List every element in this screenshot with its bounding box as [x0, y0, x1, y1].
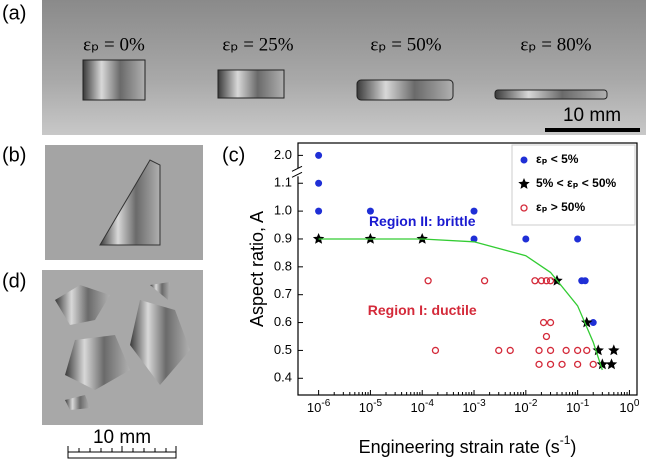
y-tick-label: 2.0	[274, 147, 292, 162]
open-point	[543, 333, 549, 339]
y-tick-label: 0.5	[274, 342, 292, 357]
y-tick-label: 0.7	[274, 286, 292, 301]
scale-bar	[545, 128, 640, 132]
panel-label: (a)	[2, 2, 26, 24]
page: (a) (b) (c) (d) εₚ = 0% εₚ = 25% εₚ = 50…	[0, 0, 646, 468]
open-point	[496, 347, 502, 353]
star-point	[606, 358, 617, 369]
open-point	[482, 278, 488, 284]
open-point	[507, 347, 513, 353]
x-axis-label: Engineering strain rate (s-1)	[359, 433, 577, 457]
open-point	[536, 361, 542, 367]
legend-marker	[521, 157, 528, 164]
x-tick-label: 10-4	[411, 398, 435, 416]
sample	[357, 80, 453, 100]
ruler	[68, 452, 176, 458]
open-point	[536, 347, 542, 353]
open-point	[548, 361, 554, 367]
point	[471, 208, 478, 215]
open-point	[575, 361, 581, 367]
open-point	[563, 347, 569, 353]
y-tick-label: 0.4	[274, 370, 292, 385]
open-point	[532, 278, 538, 284]
x-tick-label: 10-3	[462, 398, 486, 416]
x-tick-label: 10-2	[514, 398, 538, 416]
scale-bar-label: 10 mm	[563, 105, 621, 126]
panel-label: (c)	[222, 144, 245, 166]
open-point	[432, 347, 438, 353]
open-point	[575, 347, 581, 353]
open-point	[584, 347, 590, 353]
annotation: Region II: brittle	[369, 213, 476, 229]
strain-label: εₚ = 50%	[370, 34, 441, 55]
y-tick-label: 0.9	[274, 230, 292, 245]
y-tick-label: 0.6	[274, 314, 292, 329]
x-tick-label: 10-6	[307, 398, 331, 416]
legend-label: εₚ > 50%	[536, 200, 585, 214]
point	[574, 235, 581, 242]
legend-label: εₚ < 5%	[536, 152, 579, 166]
panel-label: (d)	[2, 270, 26, 292]
sample	[83, 60, 145, 100]
point	[315, 208, 322, 215]
open-point	[559, 361, 565, 367]
strain-label: εₚ = 80%	[520, 34, 591, 55]
sample	[495, 90, 607, 99]
open-point	[548, 278, 554, 284]
annotation: Region I: ductile	[368, 302, 477, 318]
point	[315, 180, 322, 187]
open-point	[541, 320, 547, 326]
point	[315, 152, 322, 159]
point	[582, 277, 589, 284]
star-point	[608, 344, 619, 355]
y-axis-label: Aspect ratio, A	[247, 211, 267, 327]
y-tick-label: 0.8	[274, 258, 292, 273]
open-point	[548, 320, 554, 326]
y-tick-label: 1.1	[274, 175, 292, 190]
legend-label: 5% < εₚ < 50%	[536, 176, 616, 190]
panel-label: (b)	[2, 144, 26, 166]
y-tick-label: 1.0	[274, 203, 292, 218]
sample	[218, 70, 284, 98]
point	[590, 319, 597, 326]
scale-bar-label: 10 mm	[93, 427, 151, 448]
point	[367, 208, 374, 215]
chart: 0.4 0.5 0.6 0.7 0.8 0.9 1.0 1.1 2.0 10-6 10-5 10-4 1…	[247, 143, 640, 457]
x-tick-label: 10-1	[566, 398, 590, 416]
open-point	[590, 361, 596, 367]
strain-label: εₚ = 0%	[83, 34, 145, 55]
strain-label: εₚ = 25%	[222, 34, 293, 55]
open-point	[548, 347, 554, 353]
figure: (a) (b) (c) (d) εₚ = 0% εₚ = 25% εₚ = 50…	[0, 0, 646, 468]
star-point	[597, 358, 609, 369]
x-tick-label: 100	[619, 398, 639, 416]
open-point	[425, 278, 431, 284]
x-tick-label: 10-5	[359, 398, 383, 416]
point	[522, 235, 529, 242]
